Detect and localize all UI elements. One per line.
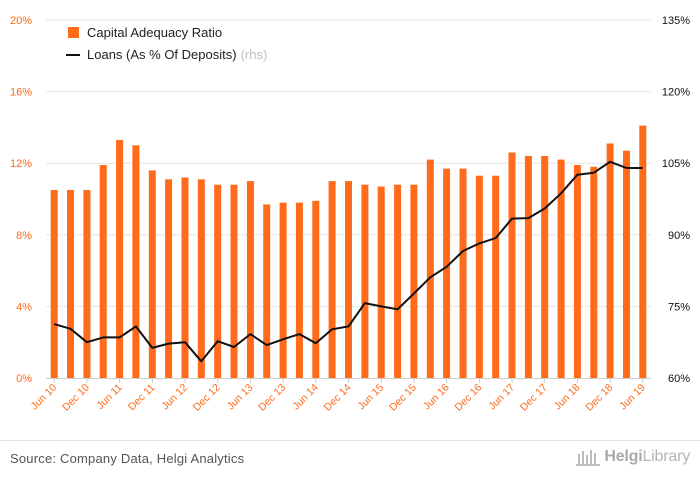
x-tick-label: Dec 16 — [452, 382, 484, 414]
bar — [50, 190, 58, 378]
source-note: Source: Company Data, Helgi Analytics — [10, 451, 245, 466]
bar — [345, 181, 352, 378]
bar — [426, 159, 434, 378]
bar — [246, 181, 254, 378]
bar — [295, 202, 303, 378]
brand-name-bold: Helgi — [604, 448, 643, 465]
bar — [541, 156, 549, 378]
series-line — [53, 160, 643, 363]
bar — [165, 179, 173, 378]
bar — [590, 166, 598, 378]
y-left-tick-label: 0% — [16, 373, 32, 385]
bar — [328, 181, 336, 378]
legend-swatch-bar — [68, 27, 79, 38]
y-right-tick-label: 60% — [668, 373, 690, 385]
y-right-tick-label: 135% — [662, 15, 690, 27]
bar — [623, 150, 630, 378]
bar — [83, 190, 91, 378]
y-left-tick-label: 12% — [10, 158, 32, 170]
x-tick-label: Jun 13 — [225, 382, 256, 413]
x-tick-label: Dec 18 — [583, 382, 615, 414]
x-tick-label: Jun 10 — [29, 382, 60, 413]
y-right-tick-label: 105% — [662, 158, 690, 170]
y-left-tick-label: 8% — [16, 230, 32, 242]
x-tick-label: Dec 15 — [387, 382, 419, 414]
footer-divider — [0, 440, 700, 441]
y-left-tick-label: 4% — [16, 301, 32, 313]
gridlines — [46, 19, 651, 307]
legend-label-line: Loans (As % Of Deposits) (rhs) — [87, 47, 267, 62]
bar — [443, 168, 451, 378]
bar — [181, 177, 189, 378]
bar — [279, 202, 287, 378]
bar — [99, 165, 107, 378]
bar — [377, 186, 385, 378]
bar — [573, 165, 581, 378]
line-series-loans — [53, 160, 643, 363]
legend-label-line-main: Loans (As % Of Deposits) — [87, 47, 237, 62]
helgi-library-logo-icon — [576, 450, 601, 466]
bar — [475, 175, 483, 378]
x-tick-label: Dec 10 — [60, 382, 92, 414]
bar — [197, 179, 205, 378]
bar — [230, 184, 238, 378]
x-tick-label: Jun 17 — [486, 382, 517, 413]
bar — [361, 184, 369, 378]
x-tick-label: Jun 12 — [159, 382, 190, 413]
bar — [508, 152, 516, 378]
y-left-tick-label: 20% — [10, 15, 32, 27]
chart: 0% 60% 4% 75% 8% 90% 12% 105% 16% 120% 20% 135% Jun … — [10, 15, 690, 414]
legend: Capital Adequacy Ratio Loans (As % Of De… — [66, 25, 267, 62]
x-tick-label: Jun 14 — [290, 382, 321, 413]
y-left-tick-label: 16% — [10, 87, 32, 99]
x-tick-label: Jun 19 — [617, 382, 648, 413]
bar — [606, 143, 614, 378]
brand-name-rest: Library — [642, 448, 690, 465]
bar — [148, 170, 156, 378]
x-tick-label: Dec 12 — [191, 382, 223, 414]
brand-logo: HelgiLibrary — [576, 448, 690, 466]
bar — [557, 159, 565, 378]
bar — [312, 200, 320, 378]
bar — [116, 139, 124, 378]
x-tick-label: Jun 15 — [356, 382, 387, 413]
y-right-tick-label: 90% — [668, 230, 690, 242]
bar-series-capital-adequacy — [50, 125, 647, 378]
bar — [492, 175, 500, 378]
bar — [394, 184, 402, 378]
bar — [639, 125, 647, 378]
x-tick-label: Jun 18 — [552, 382, 583, 413]
bar — [410, 184, 418, 378]
x-tick-label: Dec 11 — [126, 382, 158, 414]
x-tick-label: Dec 13 — [256, 382, 288, 414]
x-tick-label: Dec 17 — [518, 382, 550, 414]
bar — [214, 184, 222, 378]
bar — [132, 145, 140, 378]
legend-label-line-rhs: (rhs) — [241, 47, 268, 62]
bar — [459, 168, 467, 378]
y-right-tick-label: 75% — [668, 301, 690, 313]
bar — [524, 156, 532, 378]
x-tick-label: Jun 11 — [94, 382, 124, 412]
legend-label-bar: Capital Adequacy Ratio — [87, 25, 222, 40]
bar — [67, 190, 74, 378]
brand-name: HelgiLibrary — [604, 448, 690, 466]
bar — [263, 204, 271, 378]
y-right-tick-label: 120% — [662, 87, 690, 99]
x-tick-label: Dec 14 — [322, 382, 354, 414]
x-tick-label: Jun 16 — [421, 382, 452, 413]
